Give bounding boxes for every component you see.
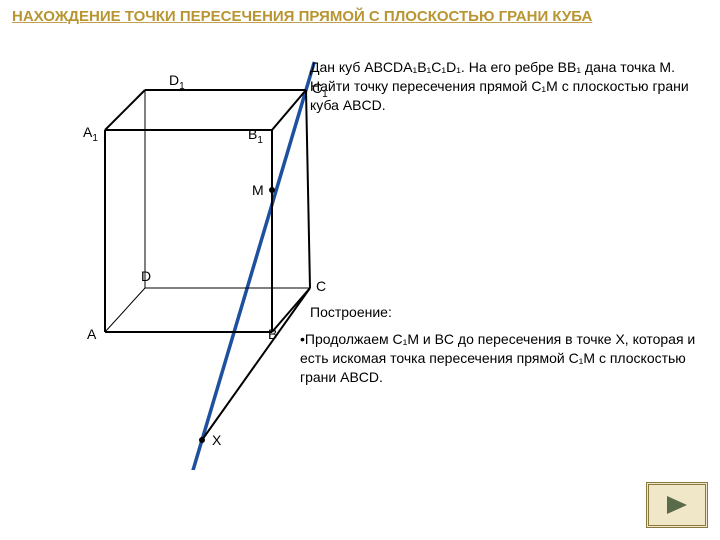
vertex-label-A: A (87, 326, 96, 342)
vertex-label-B: B (268, 326, 277, 342)
play-icon (663, 494, 691, 516)
vertex-label-A1: A1 (83, 124, 98, 144)
problem-statement: Дан куб ABCDA₁B₁C₁D₁. На его ребре BB₁ д… (310, 58, 705, 115)
vertex-label-M: M (252, 182, 264, 198)
vertex-label-C1: C1 (312, 80, 328, 100)
construction-heading: Построение: (310, 304, 392, 320)
vertex-label-D1: D1 (169, 72, 185, 92)
construction-step: •Продолжаем C₁M и BC до пересечения в то… (300, 330, 700, 387)
next-button[interactable] (646, 482, 708, 528)
vertex-label-B1: B1 (248, 126, 263, 146)
vertex-label-D: D (141, 268, 151, 284)
page-title: НАХОЖДЕНИЕ ТОЧКИ ПЕРЕСЕЧЕНИЯ ПРЯМОЙ С ПЛ… (12, 8, 592, 25)
vertex-label-C: C (316, 278, 326, 294)
vertex-label-X: X (212, 432, 221, 448)
